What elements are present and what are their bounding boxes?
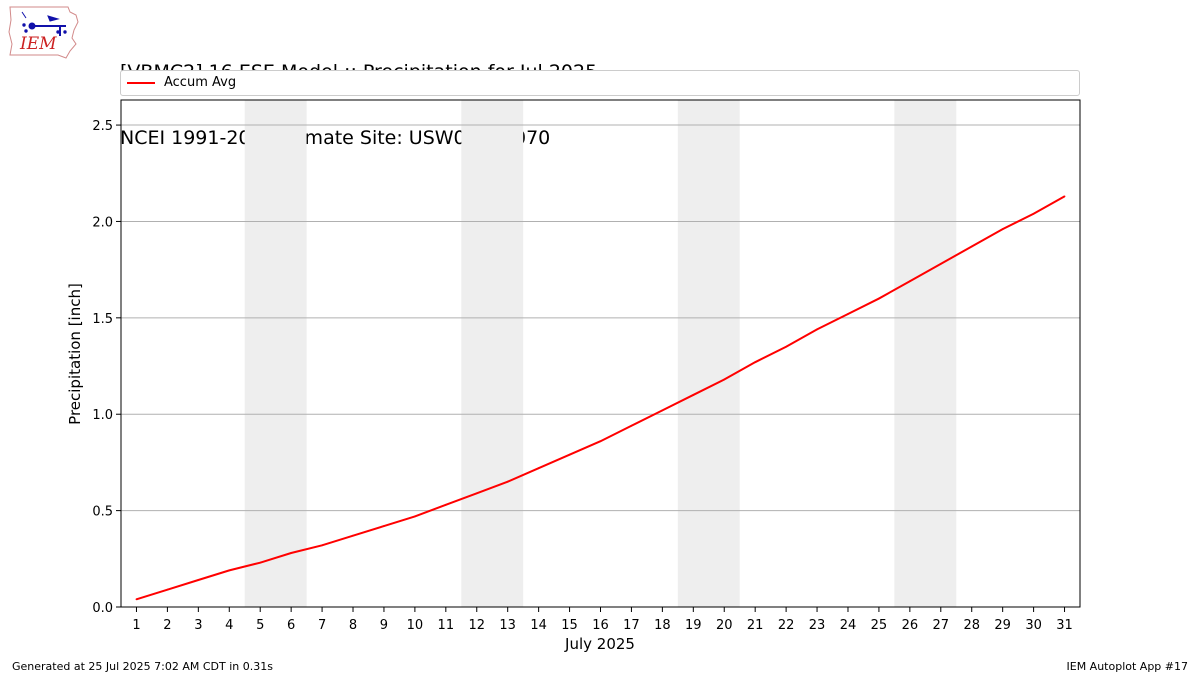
x-tick-label: 16 [592,618,609,633]
x-tick-label: 17 [623,618,640,633]
data-point [290,552,293,554]
data-point [939,262,942,265]
app-id-label: IEM Autoplot App #17 [1066,660,1189,673]
x-tick-label: 28 [963,618,980,633]
x-tick-label: 12 [468,618,485,633]
legend-label-accum-avg: Accum Avg [164,75,237,90]
x-tick-label: 25 [871,618,888,633]
x-tick-label: 24 [840,618,857,633]
x-tick-label: 27 [933,618,950,633]
data-point [847,313,849,315]
x-tick-label: 18 [654,618,671,633]
x-tick-label: 19 [685,618,702,633]
y-tick-label: 0.5 [92,505,113,520]
weekend-band-2 [461,100,524,607]
x-tick-label: 1 [132,618,140,633]
data-point [723,378,726,381]
data-point [630,424,633,427]
y-tick-label: 1.5 [92,312,113,327]
x-tick-label: 13 [499,618,516,633]
data-point [1001,228,1004,231]
x-axis-label: July 2025 [564,635,635,653]
x-tick-label: 31 [1056,618,1073,633]
data-point [321,544,323,547]
x-tick-label: 15 [561,618,578,633]
data-point [568,453,571,456]
generated-timestamp: Generated at 25 Jul 2025 7:02 AM CDT in … [12,660,273,673]
data-point [754,361,757,364]
data-point [444,503,447,506]
x-tick-label: 23 [809,618,826,633]
weekend-band-3 [677,100,740,607]
x-tick-label: 5 [256,618,264,633]
data-point [383,525,385,527]
weather-station-icon [21,11,67,36]
y-axis-label: Precipitation [inch] [66,283,84,425]
data-point [878,297,880,300]
x-tick-label: 11 [438,618,455,633]
weekend-shading [244,100,957,607]
x-tick-label: 26 [902,618,919,633]
data-point [537,467,540,470]
data-point [506,480,509,483]
data-point [135,598,138,601]
y-tick-label: 2.5 [92,119,113,134]
data-point [228,569,231,572]
data-point [197,579,200,581]
x-tick-label: 29 [994,618,1011,633]
data-point [413,515,416,518]
weekend-band-4 [894,100,957,607]
y-gridlines [121,124,1080,608]
weekend-band-1 [244,100,307,607]
chart-legend: Accum Avg [120,70,1080,96]
data-point [661,409,664,412]
data-point [599,440,602,443]
data-point [908,280,911,283]
x-tick-label: 14 [530,618,547,633]
iem-logo: IEM [8,6,79,59]
data-point [475,492,478,495]
iowa-outline-icon [8,6,79,59]
series-line-accum-avg [136,195,1066,601]
x-tick-label: 2 [163,618,171,633]
logo-text: IEM [19,34,57,54]
x-tick-label: 20 [716,618,733,633]
x-tick-label: 4 [225,618,233,633]
data-point [166,588,169,591]
x-tick-label: 7 [318,618,326,633]
data-point [785,345,788,348]
y-tick-label: 2.0 [92,215,113,230]
y-tick-label: 1.0 [92,408,113,423]
x-tick-label: 8 [349,618,357,633]
x-tick-label: 22 [778,618,795,633]
data-point [1032,212,1035,215]
x-tick-label: 21 [747,618,764,633]
series-lines [135,195,1066,601]
data-point [970,245,973,248]
x-tick-label: 30 [1025,618,1042,633]
data-point [1063,195,1066,198]
data-point [352,534,354,537]
data-point [692,394,695,396]
x-tick-label: 9 [380,618,388,633]
plot-area-frame [120,99,1081,608]
x-tick-label: 3 [194,618,202,633]
y-axis: 0.0 0.5 1.0 1.5 2.0 2.5 [92,119,121,616]
x-tick-label: 6 [287,618,295,633]
legend-swatch-accum-avg [127,82,155,84]
x-tick-label: 10 [407,618,424,633]
data-point [259,561,262,564]
x-axis: 1 2 3 4 5 6 7 8 9 10 11 12 13 14 15 16 17 18 19 20 21 22 23 24 2… [132,607,1073,633]
data-point [816,328,818,331]
chart-title-line2: NCEI 1991-2020 Climate Site: USW00023070 [120,127,551,149]
y-tick-label: 0.0 [92,601,113,616]
